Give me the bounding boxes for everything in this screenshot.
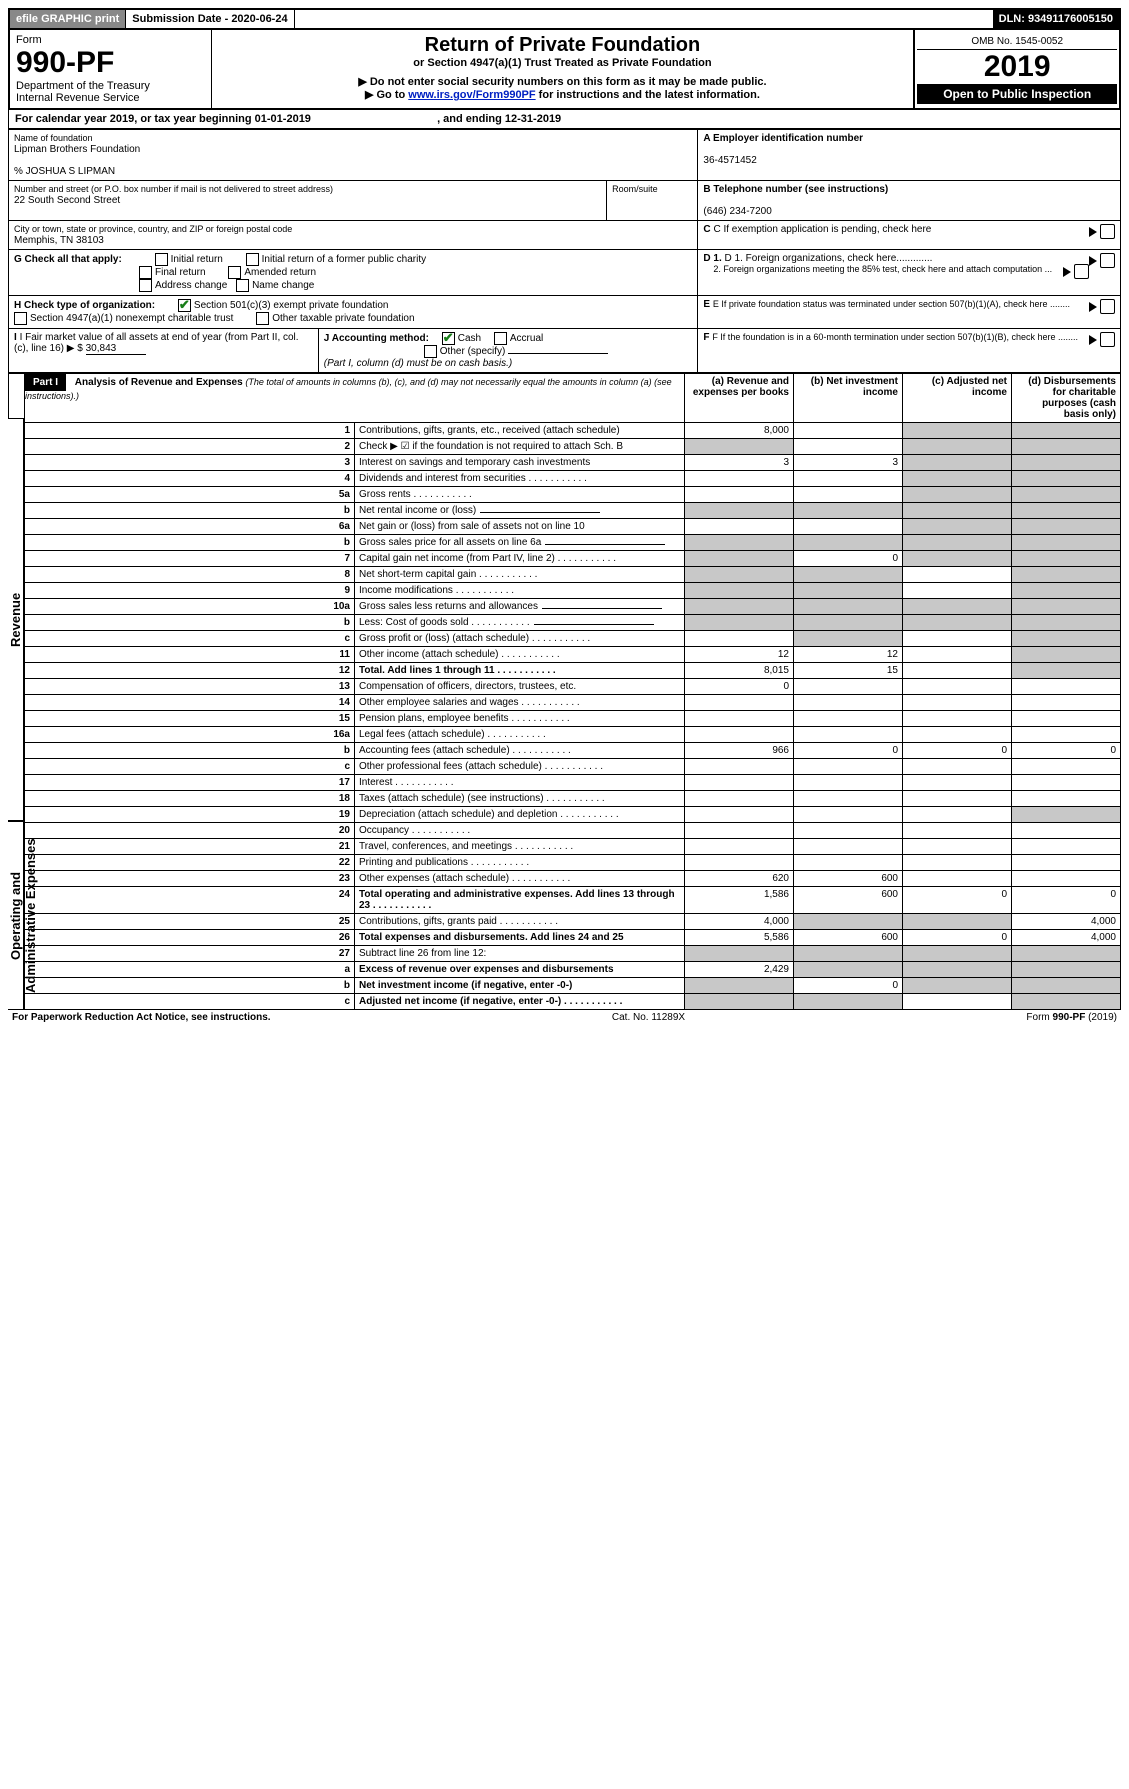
check-initial-former[interactable] [246,253,259,266]
form-subtitle: or Section 4947(a)(1) Trust Treated as P… [218,57,908,69]
check-address[interactable] [139,279,152,292]
efile-label: efile GRAPHIC print [10,10,126,28]
check-other-tax[interactable] [256,312,269,325]
care-of: % JOSHUA S LIPMAN [14,166,115,177]
meta-table: Name of foundation Lipman Brothers Found… [8,129,1121,373]
check-amended[interactable] [228,266,241,279]
part1-badge: Part I [25,374,66,391]
submission-date: Submission Date - 2020-06-24 [126,10,294,28]
dept: Department of the Treasury [16,80,205,92]
footer: For Paperwork Reduction Act Notice, see … [8,1010,1121,1025]
expenses-label: Operating and Administrative Expenses [8,821,24,1010]
check-other-acct[interactable] [424,345,437,358]
tax-year: 2019 [917,50,1117,84]
check-d2[interactable] [1074,264,1089,279]
check-f[interactable] [1100,332,1115,347]
foundation-name: Lipman Brothers Foundation [14,144,140,155]
fmv: 30,843 [86,343,146,355]
check-e[interactable] [1100,299,1115,314]
warn1: Do not enter social security numbers on … [370,76,767,88]
irs: Internal Revenue Service [16,92,205,104]
check-c[interactable] [1100,224,1115,239]
form-number: 990-PF [16,46,205,80]
form-header: Form 990-PF Department of the Treasury I… [8,30,1121,110]
check-d1[interactable] [1100,253,1115,268]
street: 22 South Second Street [14,195,120,206]
top-bar: efile GRAPHIC print Submission Date - 20… [8,8,1121,30]
check-4947[interactable] [14,312,27,325]
part1-table: Part I Analysis of Revenue and Expenses … [24,373,1121,1010]
ein: 36-4571452 [703,155,756,166]
form-title: Return of Private Foundation [218,34,908,57]
revenue-label: Revenue [8,418,24,821]
dln: DLN: 93491176005150 [993,10,1119,28]
check-accrual[interactable] [494,332,507,345]
check-final[interactable] [139,266,152,279]
phone: (646) 234-7200 [703,206,771,217]
form-word: Form [16,34,205,46]
check-initial[interactable] [155,253,168,266]
city: Memphis, TN 38103 [14,235,104,246]
calendar-row: For calendar year 2019, or tax year begi… [8,110,1121,129]
open-public: Open to Public Inspection [917,84,1117,104]
check-cash[interactable] [442,332,455,345]
form-link[interactable]: www.irs.gov/Form990PF [408,89,535,101]
check-501c3[interactable] [178,299,191,312]
omb: OMB No. 1545-0052 [917,34,1117,50]
check-name[interactable] [236,279,249,292]
